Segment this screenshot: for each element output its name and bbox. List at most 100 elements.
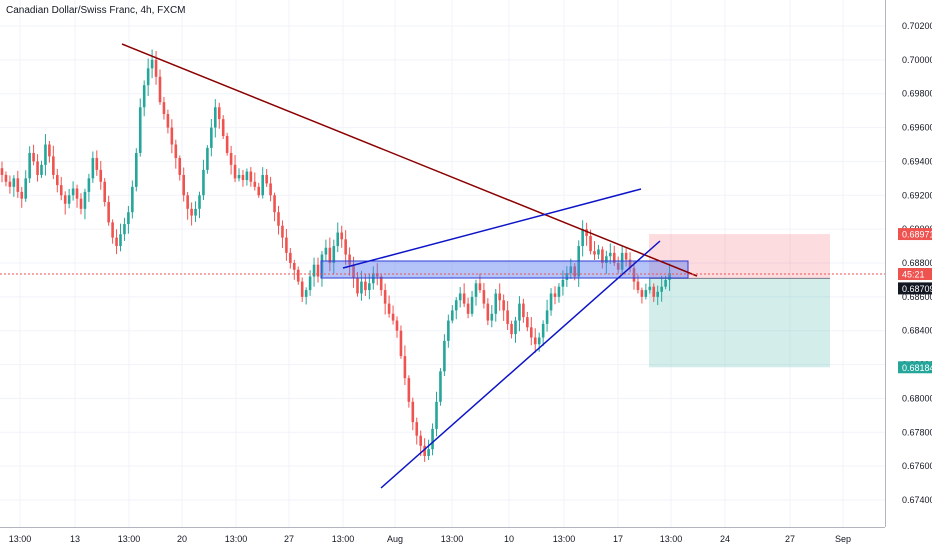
candle-body — [451, 310, 454, 321]
price-tag-background — [898, 282, 932, 295]
candle-body — [482, 290, 486, 304]
candle-body — [360, 281, 363, 294]
price-tag-background — [898, 228, 932, 241]
candle-body — [206, 147, 209, 170]
candle-body — [478, 283, 482, 291]
candle-body — [431, 428, 434, 450]
x-tick-label: 17 — [613, 534, 623, 544]
candle-body — [557, 286, 561, 297]
candle-body — [387, 303, 391, 314]
candle-body — [79, 198, 83, 209]
candle-body — [514, 320, 517, 335]
y-tick-label: 0.67400 — [902, 495, 932, 505]
candle-body — [198, 195, 201, 209]
candle-body — [561, 279, 565, 287]
candle-body — [462, 293, 466, 304]
candle-body — [443, 340, 446, 372]
candle-body — [253, 181, 257, 187]
candle-body — [324, 247, 328, 255]
candle-body — [107, 202, 110, 223]
candle-body — [300, 281, 304, 297]
x-tick-label: 13:00 — [118, 534, 141, 544]
candle-body — [229, 152, 233, 165]
candle-body — [415, 422, 419, 436]
candle-body — [320, 254, 324, 277]
x-tick-label: 20 — [177, 534, 187, 544]
candle-body — [407, 378, 411, 402]
price-tag-label: 0.68971 — [902, 230, 932, 240]
y-tick-label: 0.69600 — [902, 123, 932, 133]
x-tick-label: Aug — [387, 534, 403, 544]
candle-body — [142, 85, 146, 108]
candle-body — [103, 181, 106, 203]
x-tick-label: 13:00 — [332, 534, 355, 544]
candle-body — [52, 156, 55, 175]
candle-body — [296, 269, 300, 282]
price-tag: 0.68184 — [898, 361, 932, 374]
candle-body — [20, 191, 24, 199]
candle-body — [522, 303, 525, 318]
price-tag-label: 45:21 — [902, 270, 925, 280]
upper-trendline — [121, 43, 698, 277]
candle-body — [328, 247, 332, 263]
candle-body — [150, 59, 154, 69]
x-tick-label: 13:00 — [9, 534, 32, 544]
candle-body — [44, 144, 47, 165]
candle-body — [83, 191, 87, 209]
candle-body — [277, 212, 280, 226]
x-tick-label: 24 — [720, 534, 730, 544]
candle-body — [545, 310, 549, 324]
candle-body — [312, 264, 316, 277]
candle-body — [439, 371, 442, 402]
candle-body — [601, 249, 604, 263]
candle-body — [660, 286, 663, 292]
price-tag-background — [898, 268, 932, 281]
candle-body — [249, 171, 253, 182]
candle-body — [48, 144, 51, 157]
candle-body — [4, 174, 8, 182]
y-tick-label: 0.68000 — [902, 393, 932, 403]
candle-body — [336, 232, 340, 247]
x-tick-label: Sep — [835, 534, 851, 544]
channel-lower-line — [380, 240, 661, 489]
candle-body — [652, 286, 656, 297]
candle-body — [506, 310, 509, 324]
candle-body — [111, 222, 114, 238]
candle-body — [225, 136, 229, 153]
candle-body — [95, 158, 99, 170]
candle-body — [356, 278, 359, 294]
candle-body — [565, 273, 569, 280]
x-tick-label: 13:00 — [441, 534, 464, 544]
candle-body — [383, 290, 387, 304]
candle-body — [16, 178, 20, 192]
candle-body — [257, 186, 261, 196]
y-tick-label: 0.68800 — [902, 258, 932, 268]
candle-body — [340, 232, 343, 240]
candle-body — [0, 168, 4, 175]
candle-body — [316, 264, 320, 277]
y-tick-label: 0.69800 — [902, 89, 932, 99]
candle-body — [217, 107, 221, 120]
y-tick-label: 0.67600 — [902, 461, 932, 471]
candle-body — [498, 293, 501, 301]
candle-body — [612, 252, 616, 263]
candle-body — [648, 286, 652, 291]
candle-body — [352, 264, 355, 279]
candle-body — [40, 164, 43, 175]
candle-body — [123, 224, 126, 235]
candle-body — [146, 68, 150, 86]
y-tick-label: 0.70200 — [902, 21, 932, 31]
candle-body — [8, 181, 12, 187]
candle-body — [656, 291, 659, 297]
candle-body — [71, 188, 75, 196]
candle-body — [241, 174, 245, 181]
candle-body — [379, 276, 383, 291]
candle-body — [87, 178, 91, 192]
y-tick-label: 0.70000 — [902, 55, 932, 65]
price-tag-label: 0.68709 — [902, 284, 932, 294]
candle-body — [210, 127, 213, 148]
y-tick-label: 0.69200 — [902, 190, 932, 200]
